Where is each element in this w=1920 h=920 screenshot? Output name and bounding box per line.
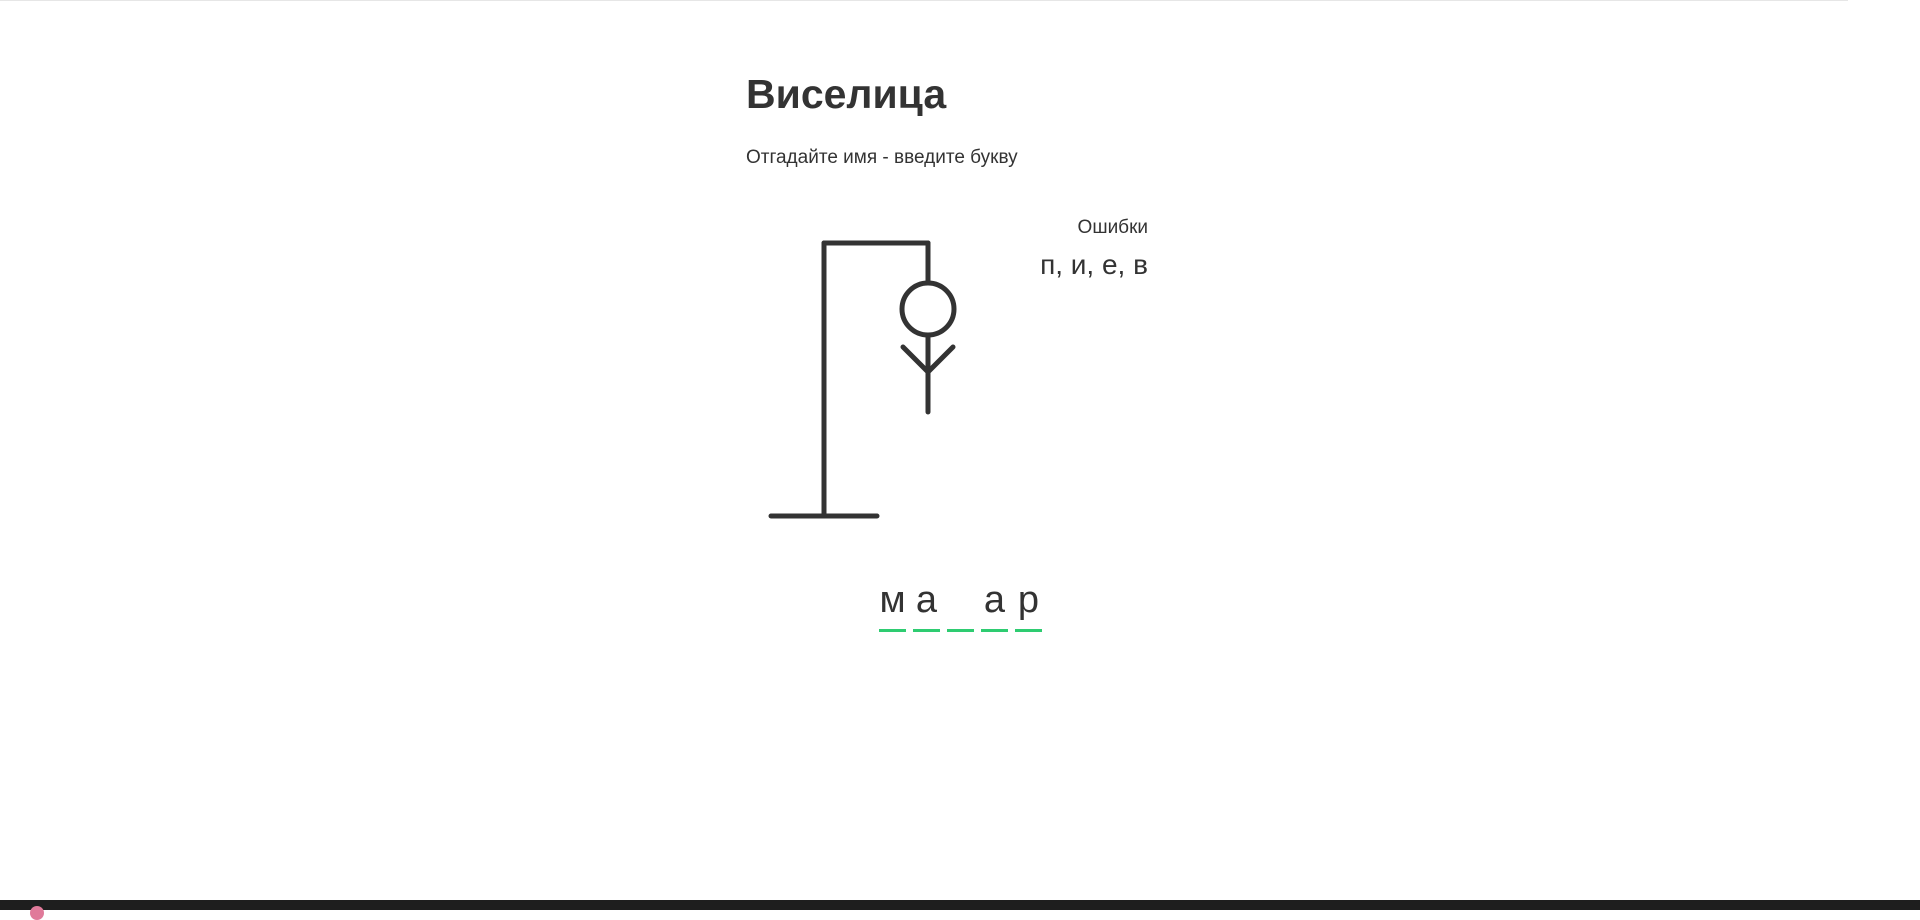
bottom-taskbar: [0, 900, 1920, 920]
hangman-game: Виселица Отгадайте имя - введите букву О…: [746, 0, 1176, 900]
wrong-letters-panel: Ошибки п, и, е, в: [1040, 218, 1148, 279]
word-display: м а а р: [879, 580, 1042, 632]
top-divider: [0, 0, 1848, 1]
letter-slot: [947, 580, 974, 632]
taskbar-app-icon[interactable]: [30, 906, 44, 920]
letter-slot: м: [879, 580, 906, 632]
page-title: Виселица: [746, 71, 947, 117]
figure-right-arm: [925, 344, 956, 375]
letter-slot: а: [981, 580, 1008, 632]
wrong-letters-list: п, и, е, в: [1040, 249, 1148, 280]
figure-head: [899, 280, 957, 338]
figure-left-arm: [900, 344, 931, 375]
game-instructions: Отгадайте имя - введите букву: [746, 147, 1018, 168]
gallows-drawing: [768, 240, 957, 519]
letter-slot: а: [913, 580, 940, 632]
letter-slot: р: [1015, 580, 1042, 632]
wrong-letters-label: Ошибки: [1077, 217, 1148, 238]
